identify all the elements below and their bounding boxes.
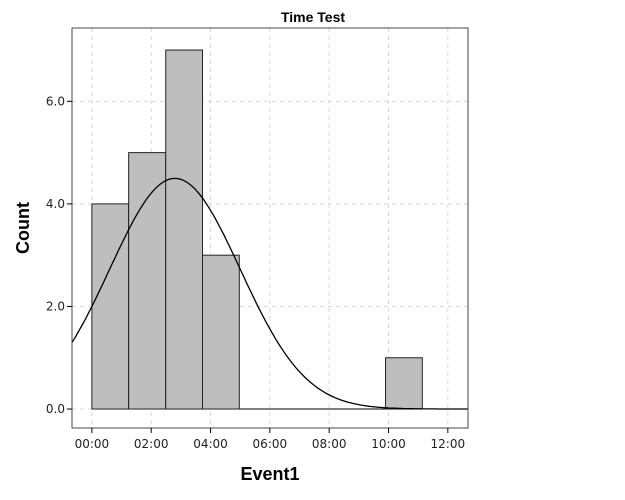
x-tick-label: 12:00 — [431, 437, 466, 451]
x-tick-label: 04:00 — [193, 437, 228, 451]
y-tick-label: 2.0 — [46, 299, 65, 313]
histogram-bar — [165, 49, 204, 410]
y-tick-label: 4.0 — [46, 197, 65, 211]
x-tick-label: 10:00 — [371, 437, 406, 451]
histogram-bar — [91, 203, 130, 410]
y-axis-label: Count — [13, 202, 33, 254]
histogram-bar — [202, 254, 240, 410]
x-tick-label: 06:00 — [253, 437, 288, 451]
x-tick-label: 00:00 — [75, 437, 110, 451]
chart-title: Time Test — [281, 9, 345, 25]
x-tick-label: 08:00 — [312, 437, 347, 451]
histogram-bars — [91, 49, 423, 410]
x-axis: 00:00 02:00 04:00 06:00 08:00 10:00 12:00 — [75, 428, 466, 451]
y-tick-label: 0.0 — [46, 402, 65, 416]
x-tick-label: 02:00 — [134, 437, 169, 451]
normal-curve — [71, 177, 468, 410]
histogram-bar — [385, 357, 423, 410]
y-axis: 0.0 2.0 4.0 6.0 — [46, 94, 72, 416]
y-tick-label: 6.0 — [46, 94, 65, 108]
x-axis-label: Event1 — [240, 464, 299, 484]
histogram-bar — [128, 152, 167, 410]
